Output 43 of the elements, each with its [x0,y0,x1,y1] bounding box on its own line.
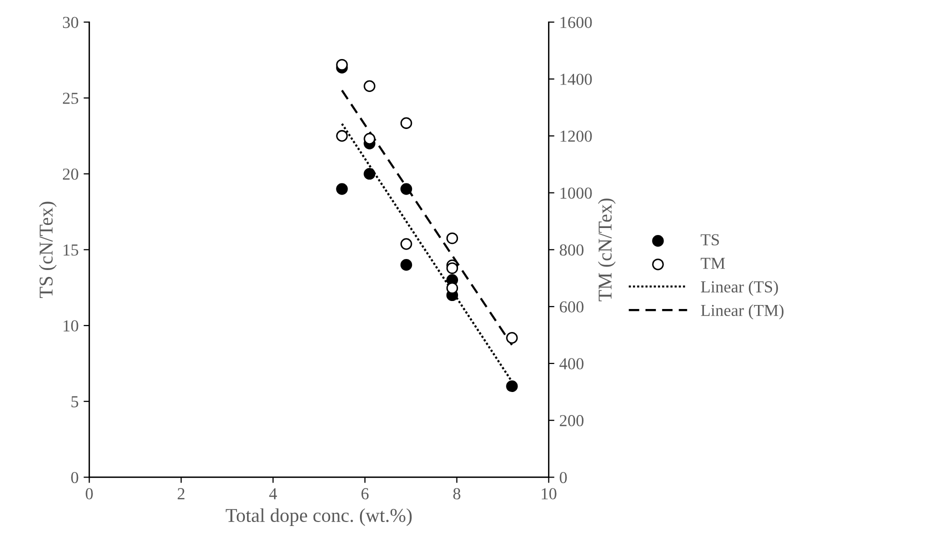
x-axis-title: Total dope conc. (wt.%) [226,508,412,526]
legend-label: TM [700,258,725,269]
point [400,117,412,129]
point [446,262,458,274]
x-tick-label: 0 [86,488,93,500]
y-tick-label: 25 [62,92,78,104]
legend-label: TS [700,234,719,246]
x-tick-label: 6 [361,488,369,500]
y-tick-label: 0 [71,472,78,484]
y2-tick-label: 1000 [560,187,592,199]
y2-tick-label: 1200 [560,130,592,142]
legend-label: Linear (TM) [700,304,784,320]
point [400,259,412,271]
y-tick-label: 20 [62,168,78,180]
y-tick-label: 15 [64,244,78,256]
legend-label: Linear (TS) [700,280,778,296]
y2-tick-label: 200 [560,415,584,426]
x-tick-label: 2 [178,488,184,500]
y2-tick-label: 1600 [560,16,592,28]
y2-tick-label: 0 [560,472,567,484]
x-tick-label: 10 [542,488,556,500]
y-tick-label: 30 [62,16,78,28]
y-tick-label: 5 [72,396,78,408]
point [336,58,348,71]
y2-tick-label: 600 [560,301,584,313]
point [336,183,348,195]
point [336,130,348,142]
y-axis-title: TS (cN/Tex) [39,202,57,298]
x-tick-label: 4 [269,488,277,500]
point [400,238,412,250]
point [364,80,376,92]
y2-tick-label: 400 [559,358,584,370]
y-tick-label: 10 [64,320,78,332]
point [506,380,518,392]
point [364,132,376,145]
point [446,282,458,294]
point [446,232,458,244]
y2-axis-title: TM (cN/Tex) [598,198,616,302]
point [506,332,518,344]
x-tick-label: 8 [453,488,460,500]
y2-tick-label: 1400 [560,74,592,85]
point [364,168,376,180]
y2-tick-label: 800 [560,244,584,256]
